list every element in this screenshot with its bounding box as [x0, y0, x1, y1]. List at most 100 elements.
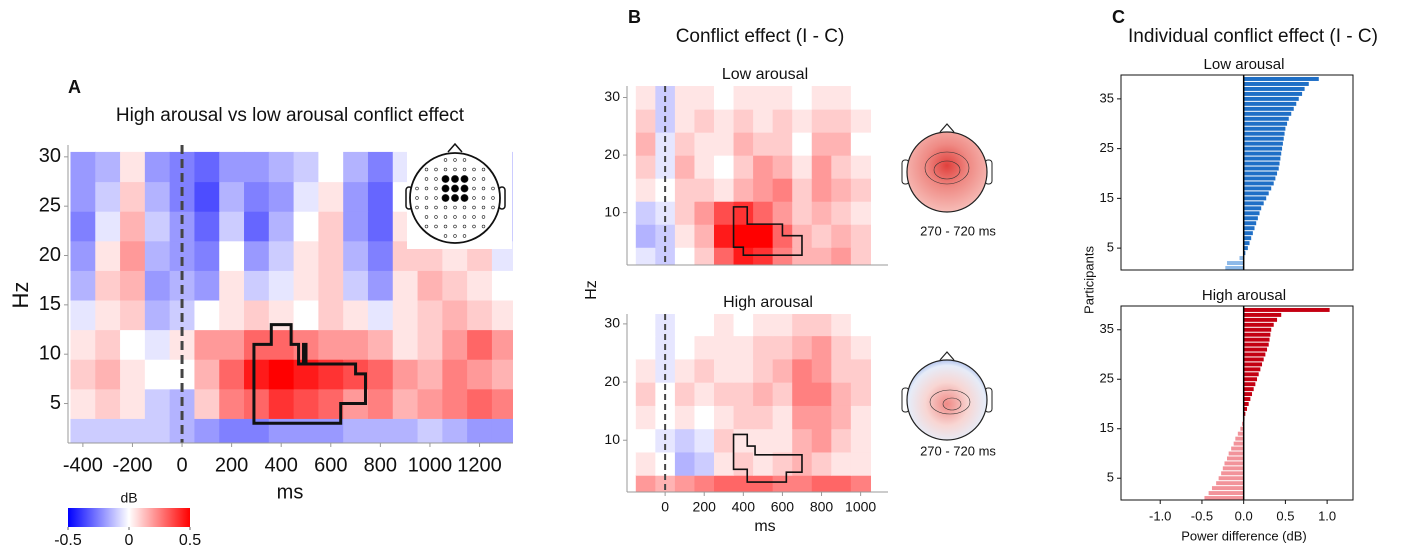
colorbar-label: dB	[120, 490, 137, 506]
heatmap-cell	[733, 155, 754, 179]
heatmap-cell	[714, 86, 735, 110]
heatmap-cell	[694, 155, 715, 179]
y-tick-label: 15	[39, 293, 61, 315]
bar	[1243, 106, 1294, 111]
heatmap-cell	[635, 475, 656, 492]
heatmap-cell	[268, 270, 295, 301]
electrode	[443, 167, 448, 172]
heatmap-cell	[95, 181, 121, 212]
heatmap-cell	[753, 155, 774, 179]
heatmap-cell	[753, 178, 774, 202]
heatmap-cell	[714, 335, 735, 360]
heatmap-cell	[753, 314, 774, 337]
heatmap-cell	[753, 335, 774, 360]
heatmap-cell	[811, 358, 832, 383]
heatmap-cell	[442, 418, 468, 443]
heatmap-cell	[733, 109, 754, 133]
heatmap-cell	[392, 388, 419, 419]
electrode	[491, 186, 495, 191]
heatmap-cell	[733, 382, 754, 406]
heatmap-cell	[442, 329, 468, 360]
heatmap-cell	[831, 132, 852, 156]
electrode	[441, 175, 450, 183]
colorbar-tick-label: 0	[125, 532, 134, 549]
electrode	[415, 186, 419, 191]
bar	[1243, 357, 1264, 362]
electrode	[441, 194, 450, 202]
heatmap-cell	[811, 201, 832, 225]
heatmap-cell	[194, 211, 220, 242]
topomap-label: 270 - 720 ms	[920, 443, 996, 458]
heatmap-cell	[674, 314, 696, 337]
electrode	[481, 186, 486, 191]
heatmap-cell	[772, 382, 793, 406]
heatmap-cell	[635, 451, 656, 476]
bar	[1231, 446, 1244, 451]
heatmap-cell	[635, 358, 656, 383]
heatmap-cell	[417, 329, 443, 360]
bar	[1243, 206, 1262, 211]
heatmap-cell	[635, 155, 656, 179]
bar	[1243, 81, 1309, 86]
electrode	[481, 167, 486, 172]
electrode	[424, 215, 429, 219]
bar	[1208, 491, 1244, 496]
heatmap-cell	[367, 359, 394, 390]
electrode	[424, 196, 429, 200]
bar	[1228, 451, 1244, 456]
heatmap-cell	[635, 247, 656, 265]
heatmap-cell	[144, 329, 171, 360]
heatmap-cell	[244, 299, 270, 331]
bar	[1243, 411, 1246, 416]
heatmap-cell	[674, 358, 696, 383]
electrode	[434, 167, 438, 172]
heatmap-cell	[120, 418, 146, 443]
heatmap-cell	[694, 201, 715, 225]
bar	[1243, 131, 1285, 136]
electrode	[481, 177, 486, 181]
electrode	[424, 167, 429, 172]
bar	[1243, 251, 1246, 256]
heatmap-cell	[714, 314, 735, 337]
heatmap-cell	[635, 178, 656, 202]
heatmap-cell	[343, 329, 369, 360]
electrode	[434, 177, 438, 181]
y-tick-label: 25	[39, 194, 61, 216]
heatmap-cell	[367, 151, 394, 183]
bar	[1243, 382, 1256, 387]
heatmap-cell	[635, 132, 656, 156]
heatmap-cell	[733, 358, 754, 383]
heatmap-cell	[811, 178, 832, 202]
bar	[1243, 121, 1288, 126]
y-axis-label: Hz	[8, 282, 33, 309]
bar	[1239, 256, 1244, 261]
heatmap-cell	[491, 299, 513, 331]
heatmap-cell	[674, 201, 696, 225]
electrode	[472, 186, 476, 191]
heatmap-cell	[811, 335, 832, 360]
heatmap-cell	[714, 201, 735, 225]
heatmap-cell	[194, 151, 220, 183]
heatmap-cell	[467, 359, 493, 390]
bar	[1243, 176, 1276, 181]
electrode	[434, 205, 438, 210]
electrode	[472, 205, 476, 210]
heatmap-cell	[318, 270, 344, 301]
heatmap-cell	[694, 475, 715, 492]
heatmap	[635, 314, 872, 492]
bar	[1243, 211, 1260, 216]
heatmap-cell	[772, 109, 793, 133]
head-nose	[447, 142, 463, 153]
heatmap-cell	[694, 132, 715, 156]
electrode	[434, 224, 438, 229]
heatmap-cell	[635, 405, 656, 430]
heatmap-cell	[772, 335, 793, 360]
bar	[1243, 196, 1267, 201]
heatmap-cell	[293, 211, 319, 242]
electrode	[481, 224, 486, 229]
bar	[1243, 221, 1257, 226]
y-tick-label: 15	[1100, 190, 1114, 205]
heatmap-cell	[219, 418, 245, 443]
heatmap-cell	[293, 299, 319, 331]
electrode	[415, 196, 419, 200]
